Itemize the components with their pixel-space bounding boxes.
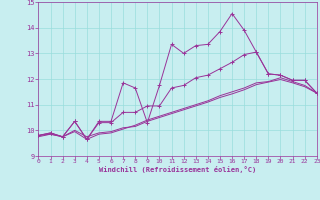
X-axis label: Windchill (Refroidissement éolien,°C): Windchill (Refroidissement éolien,°C): [99, 166, 256, 173]
